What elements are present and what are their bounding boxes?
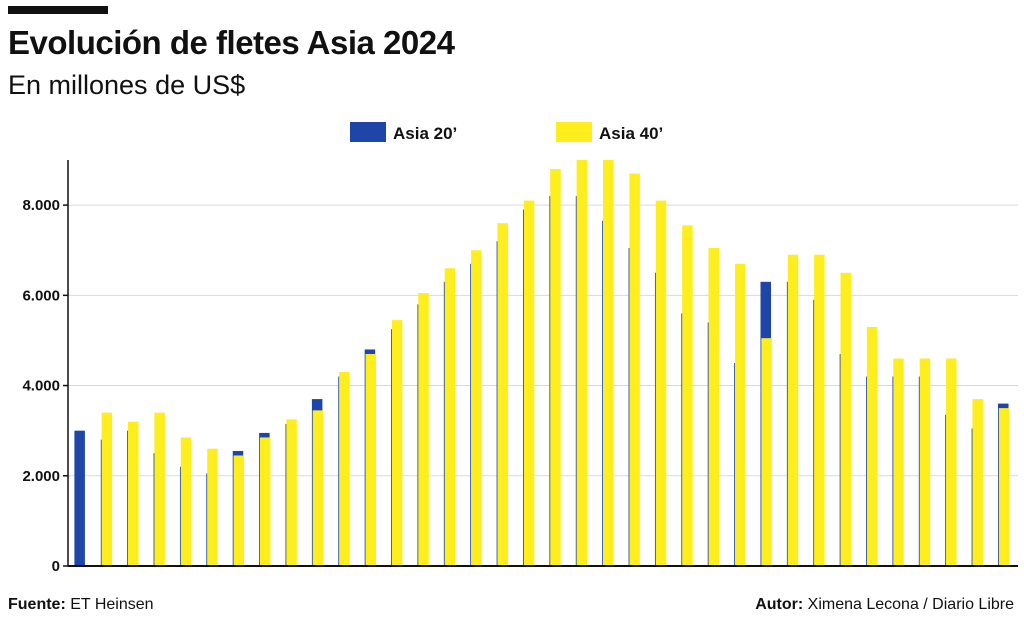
bar-asia40: [523, 200, 535, 566]
author-value: Ximena Lecona / Diario Libre: [807, 596, 1014, 613]
bar-asia20: [74, 430, 85, 566]
bar-asia40: [233, 455, 245, 566]
bar-asia40: [101, 412, 113, 566]
legend-label: Asia 40’: [599, 124, 663, 143]
axes: 0 2.000 4.000 6.000 8.000: [22, 160, 1018, 575]
legend-swatch: [350, 122, 386, 142]
bar-asia40: [576, 160, 588, 566]
source-credit: Fuente: ET Heinsen: [8, 596, 154, 614]
y-tick-label: 2.000: [22, 468, 60, 485]
bar-asia40: [946, 358, 957, 566]
bar-asia40: [972, 399, 983, 566]
bar-asia40: [207, 448, 218, 566]
bar-asia40: [998, 408, 1010, 566]
bar-asia40: [734, 263, 746, 566]
bar-asia40: [893, 358, 904, 566]
bar-asia40: [365, 353, 376, 566]
legend-label: Asia 20’: [393, 124, 457, 143]
bar-asia40: [259, 437, 271, 566]
bar-asia40: [180, 437, 192, 566]
bar-asia40: [154, 412, 165, 566]
chart-title: Evolución de fletes Asia 2024: [8, 24, 455, 61]
y-tick-label: 8.000: [22, 197, 60, 214]
author-label: Autor:: [755, 596, 804, 613]
bar-asia40: [919, 358, 931, 566]
bar-asia40: [761, 338, 772, 566]
bar-asia40: [655, 200, 667, 566]
bar-asia40: [708, 247, 720, 566]
grid-lines: [68, 204, 1018, 477]
y-tick-label: 4.000: [22, 378, 60, 395]
legend-swatch: [556, 122, 592, 142]
bar-asia40: [339, 372, 350, 566]
bar-asia40: [444, 268, 456, 566]
bar-asia40: [682, 225, 693, 566]
bar-asia40: [840, 272, 851, 566]
bar-asia40: [286, 419, 297, 566]
author-credit: Autor: Ximena Lecona / Diario Libre: [755, 596, 1014, 614]
bar-asia40: [418, 293, 429, 566]
chart-subtitle: En millones de US$: [8, 70, 246, 100]
bar-asia40: [312, 410, 324, 566]
bar-asia40: [787, 254, 799, 567]
y-tick-label: 0: [52, 558, 60, 575]
legend: Asia 20’ Asia 40’: [350, 122, 663, 143]
bar-asia40: [629, 173, 640, 566]
bar-asia40: [471, 250, 482, 566]
bars: [74, 160, 1010, 567]
bar-asia40: [497, 223, 508, 566]
y-tick-label: 6.000: [22, 287, 60, 304]
bar-asia40: [602, 160, 614, 566]
source-label: Fuente:: [8, 596, 66, 613]
header-rule: [8, 6, 108, 14]
bar-asia40: [391, 320, 403, 566]
bar-asia40: [550, 169, 561, 566]
bar-asia40: [127, 421, 139, 566]
bar-asia40: [814, 254, 825, 567]
bar-asia40: [866, 326, 878, 566]
source-value: ET Heinsen: [70, 596, 154, 613]
